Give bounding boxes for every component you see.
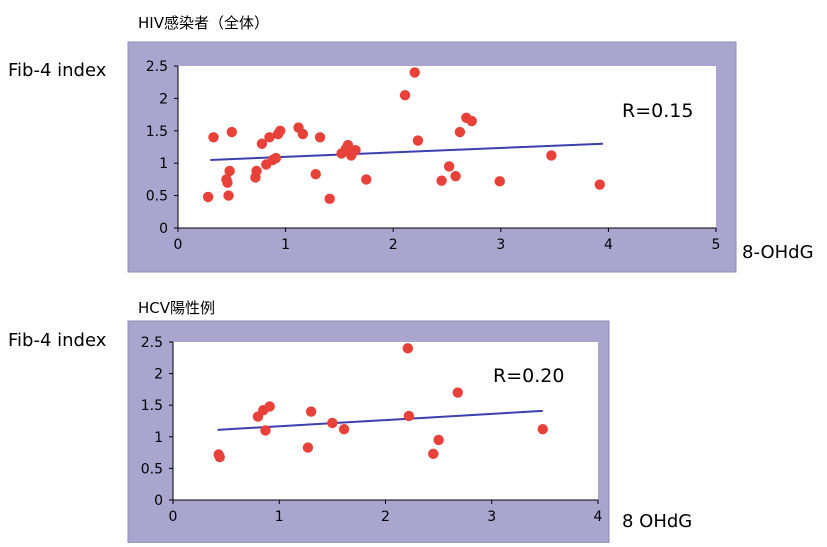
chart2-data-point — [428, 448, 439, 460]
chart2-data-point — [433, 434, 444, 446]
chart1-data-point — [310, 169, 321, 180]
chart1-data-point — [202, 191, 214, 203]
chart1-data-point — [436, 175, 447, 186]
chart2-x-tick-label: 4 — [594, 509, 603, 525]
chart1-x-tick-label: 2 — [389, 237, 398, 253]
chart1-data-point — [409, 67, 420, 78]
chart2-data-point — [537, 424, 548, 435]
chart2-x-tick-label: 2 — [381, 509, 390, 525]
chart2-data-point — [338, 424, 350, 435]
chart2-data-point — [327, 417, 338, 429]
chart1-y-tick-label: 0 — [159, 221, 168, 237]
chart1-data-point — [224, 165, 235, 177]
chart1-y-tick-label: 2.5 — [146, 59, 168, 75]
chart1-data-point — [450, 170, 461, 182]
chart1-x-tick-label: 0 — [174, 237, 183, 253]
chart1-data-point — [350, 145, 361, 156]
chart1-data-point — [222, 177, 233, 188]
chart2-r-value-annotation: R=0.20 — [493, 365, 564, 387]
chart2-y-tick-label: 1.5 — [141, 398, 163, 414]
chart2-x-axis-label: 8 OHdG — [622, 511, 692, 532]
chart2-data-point — [214, 451, 225, 463]
chart2-data-point — [402, 343, 414, 354]
chart1-x-tick-label: 1 — [281, 237, 290, 253]
chart1-data-point — [226, 126, 237, 138]
chart1-y-tick-label: 2 — [159, 91, 168, 107]
chart2-x-tick-label: 0 — [169, 509, 178, 525]
chart1-x-tick-label: 4 — [604, 237, 613, 253]
chart1-data-point — [270, 152, 282, 164]
chart1-y-tick-label: 1.5 — [146, 124, 168, 140]
chart2-data-point — [403, 410, 415, 422]
chart2-x-tick-label: 1 — [275, 509, 284, 525]
chart2-trend-line — [217, 409, 543, 431]
chart2-data-point — [305, 406, 317, 417]
chart1-data-point — [546, 150, 557, 161]
chart1-data-point — [412, 135, 424, 146]
chart2-data-point — [302, 442, 314, 453]
chart1-y-axis-label: Fib-4 index — [8, 60, 107, 81]
chart1-data-point — [494, 176, 505, 187]
chart1-x-axis-label: 8-OHdG — [742, 242, 814, 263]
chart1-data-point — [314, 132, 326, 143]
chart1-x-tick-label: 5 — [712, 237, 721, 253]
chart1-data-point — [275, 125, 286, 136]
chart2-x-tick-label: 3 — [487, 509, 496, 525]
chart1-data-point — [223, 190, 234, 201]
chart1-plot-area — [178, 66, 716, 228]
chart1-data-point — [297, 128, 309, 140]
chart1-data-point — [264, 132, 275, 143]
chart1-title: HIV感染者（全体） — [138, 14, 269, 32]
chart2-y-tick-label: 0 — [154, 493, 163, 509]
chart1-x-tick-label: 3 — [496, 237, 505, 253]
chart1-data-point — [256, 138, 268, 149]
chart1-data-point — [454, 126, 466, 138]
chart1-data-point — [361, 174, 372, 185]
chart2-data-point — [452, 387, 463, 398]
chart2-y-tick-label: 2 — [154, 367, 163, 383]
chart2-y-tick-label: 0.5 — [141, 461, 163, 477]
chart1-data-point — [324, 193, 335, 205]
chart1-data-point — [443, 161, 455, 172]
chart2-title: HCV陽性例 — [138, 299, 215, 317]
chart1-data-point — [594, 179, 605, 190]
chart1-y-tick-label: 0.5 — [146, 189, 168, 205]
chart2-y-tick-label: 2.5 — [141, 335, 163, 351]
chart1-data-point — [208, 132, 219, 143]
chart1-data-point — [466, 115, 477, 127]
chart2-data-point — [260, 425, 271, 436]
chart1-y-tick-label: 1 — [159, 156, 168, 172]
chart1-data-point — [251, 165, 262, 177]
chart2-data-point — [264, 401, 275, 412]
chart1-data-point — [342, 139, 354, 151]
chart2-y-axis-label: Fib-4 index — [8, 330, 107, 351]
chart1-data-point — [399, 89, 411, 101]
chart2-y-tick-label: 1 — [154, 430, 163, 446]
chart1-r-value-annotation: R=0.15 — [622, 100, 693, 122]
